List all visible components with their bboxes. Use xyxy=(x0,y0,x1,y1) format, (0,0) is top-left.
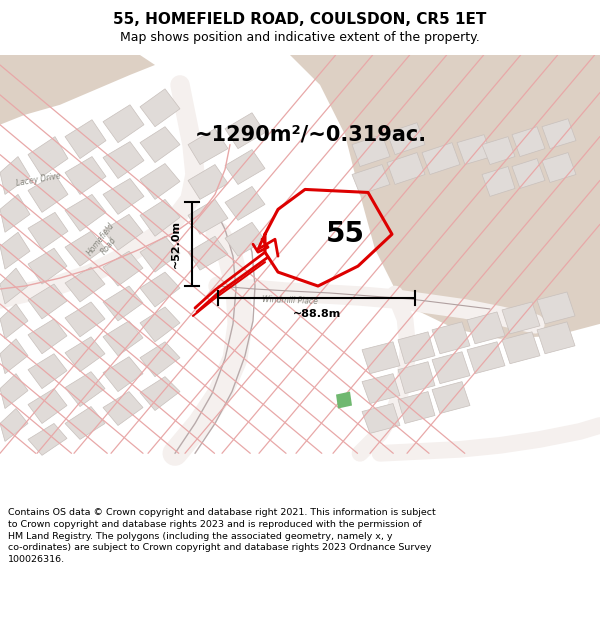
Polygon shape xyxy=(0,232,30,269)
Polygon shape xyxy=(65,267,105,302)
Polygon shape xyxy=(65,337,105,372)
Polygon shape xyxy=(188,129,228,164)
Text: ~52.0m: ~52.0m xyxy=(171,220,181,268)
Polygon shape xyxy=(188,199,228,234)
Polygon shape xyxy=(398,362,435,394)
Polygon shape xyxy=(482,137,515,164)
Polygon shape xyxy=(103,392,143,426)
Polygon shape xyxy=(140,307,180,342)
Polygon shape xyxy=(537,322,575,354)
Polygon shape xyxy=(225,222,265,256)
Polygon shape xyxy=(28,424,67,456)
Polygon shape xyxy=(28,137,68,176)
Polygon shape xyxy=(65,194,106,231)
Polygon shape xyxy=(103,179,144,214)
Polygon shape xyxy=(103,214,143,250)
Polygon shape xyxy=(140,377,180,411)
Polygon shape xyxy=(0,304,28,339)
Polygon shape xyxy=(387,152,425,184)
Polygon shape xyxy=(103,142,144,179)
Polygon shape xyxy=(352,164,390,194)
Text: Homefield
Road: Homefield Road xyxy=(85,221,125,264)
Polygon shape xyxy=(65,406,105,439)
Polygon shape xyxy=(225,186,265,220)
Polygon shape xyxy=(432,382,470,414)
Polygon shape xyxy=(537,292,575,324)
Polygon shape xyxy=(362,404,400,433)
Polygon shape xyxy=(362,342,400,374)
Polygon shape xyxy=(422,142,460,174)
Polygon shape xyxy=(140,236,180,272)
Polygon shape xyxy=(103,357,143,392)
Polygon shape xyxy=(103,105,144,142)
Text: Windmill Place: Windmill Place xyxy=(262,296,318,306)
Polygon shape xyxy=(65,302,105,337)
Polygon shape xyxy=(482,166,515,196)
Polygon shape xyxy=(502,332,540,364)
Polygon shape xyxy=(0,339,28,374)
Text: Map shows position and indicative extent of the property.: Map shows position and indicative extent… xyxy=(120,31,480,44)
Polygon shape xyxy=(65,157,106,194)
Polygon shape xyxy=(542,119,576,149)
Polygon shape xyxy=(398,392,435,424)
Polygon shape xyxy=(28,319,67,354)
Polygon shape xyxy=(0,157,30,194)
Polygon shape xyxy=(387,122,425,154)
Polygon shape xyxy=(65,372,105,406)
Polygon shape xyxy=(336,392,352,409)
Polygon shape xyxy=(512,159,545,189)
Polygon shape xyxy=(0,374,28,409)
Polygon shape xyxy=(467,342,505,374)
Polygon shape xyxy=(28,213,68,249)
Polygon shape xyxy=(542,152,576,182)
Polygon shape xyxy=(285,55,600,339)
Polygon shape xyxy=(188,164,228,199)
Polygon shape xyxy=(432,352,470,384)
Polygon shape xyxy=(28,284,67,319)
Polygon shape xyxy=(0,194,30,232)
Text: Contains OS data © Crown copyright and database right 2021. This information is : Contains OS data © Crown copyright and d… xyxy=(8,508,436,564)
Polygon shape xyxy=(103,321,143,356)
Polygon shape xyxy=(0,55,155,125)
Polygon shape xyxy=(103,251,143,286)
Polygon shape xyxy=(0,409,28,441)
Polygon shape xyxy=(467,312,505,344)
Text: ~1290m²/~0.319ac.: ~1290m²/~0.319ac. xyxy=(195,125,427,145)
Polygon shape xyxy=(28,174,68,213)
Polygon shape xyxy=(225,112,265,149)
Polygon shape xyxy=(28,248,67,284)
Polygon shape xyxy=(362,374,400,404)
Text: 55: 55 xyxy=(325,220,365,248)
Polygon shape xyxy=(512,127,545,157)
Polygon shape xyxy=(225,149,265,184)
Polygon shape xyxy=(28,354,67,389)
Polygon shape xyxy=(432,322,470,354)
Text: Lacey Drive: Lacey Drive xyxy=(15,171,61,188)
Polygon shape xyxy=(28,389,67,424)
Text: ~88.8m: ~88.8m xyxy=(292,309,341,319)
Polygon shape xyxy=(140,272,180,307)
Polygon shape xyxy=(103,286,143,321)
Polygon shape xyxy=(65,231,105,266)
Polygon shape xyxy=(0,268,28,304)
Polygon shape xyxy=(457,134,492,164)
Polygon shape xyxy=(140,199,180,236)
Polygon shape xyxy=(140,89,180,127)
Polygon shape xyxy=(140,164,180,199)
Polygon shape xyxy=(65,120,106,159)
Text: 55, HOMEFIELD ROAD, COULSDON, CR5 1ET: 55, HOMEFIELD ROAD, COULSDON, CR5 1ET xyxy=(113,12,487,27)
Polygon shape xyxy=(140,127,180,162)
Polygon shape xyxy=(352,134,390,166)
Polygon shape xyxy=(140,342,180,377)
Polygon shape xyxy=(502,302,540,334)
Polygon shape xyxy=(398,332,435,364)
Polygon shape xyxy=(188,236,228,270)
